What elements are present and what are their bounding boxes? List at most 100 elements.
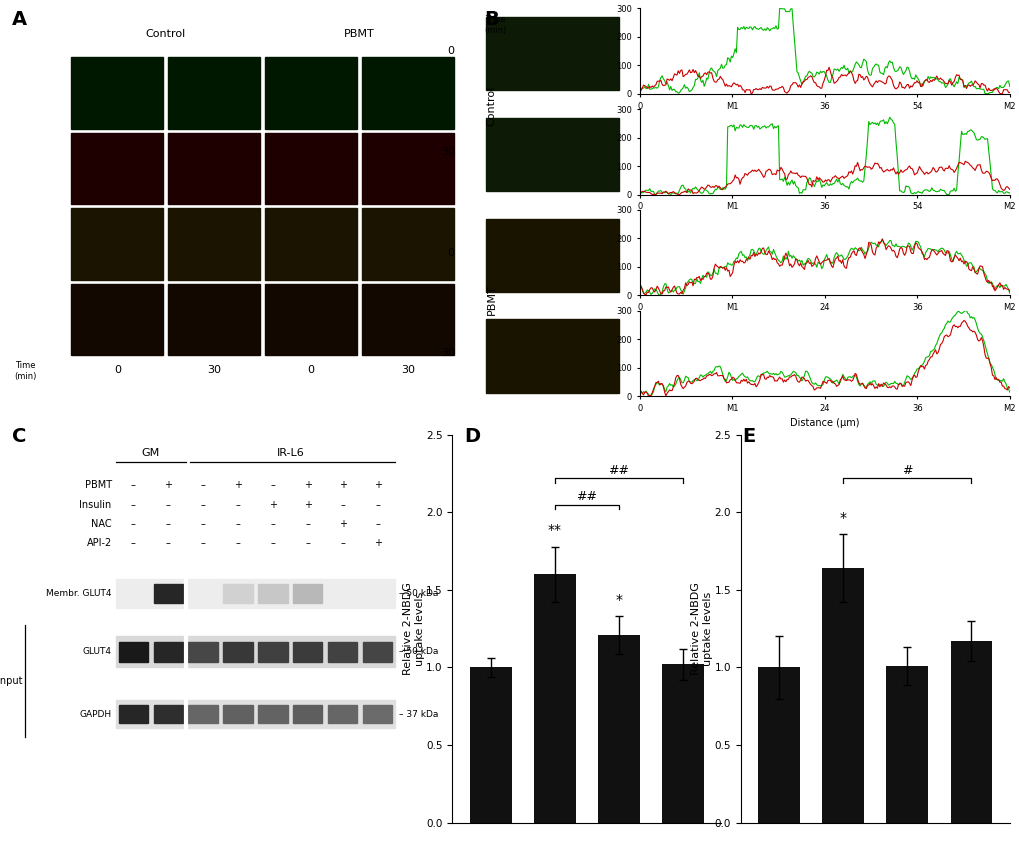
Text: PBMT: PBMT [85, 480, 112, 490]
Text: –: – [201, 538, 206, 549]
Bar [292, 584, 322, 604]
Bar [189, 642, 218, 662]
Bar [71, 284, 163, 355]
Text: GLUT4: GLUT4 [83, 648, 112, 656]
Text: –: – [201, 480, 206, 490]
Text: +: + [338, 519, 346, 529]
Text: 30: 30 [440, 349, 454, 359]
Bar [258, 584, 287, 604]
Bar [115, 637, 395, 667]
Text: 30: 30 [400, 365, 415, 375]
Bar [154, 584, 182, 604]
Bar [292, 642, 322, 662]
Bar [363, 642, 392, 662]
Text: +: + [164, 480, 172, 490]
Text: –: – [130, 519, 136, 529]
Text: Insulin: Insulin [79, 499, 112, 510]
Bar [486, 17, 619, 91]
Text: –: – [201, 499, 206, 510]
Text: –: – [375, 499, 380, 510]
Bar [115, 579, 395, 608]
Text: GFP-GLUT4: GFP-GLUT4 [51, 70, 60, 116]
Bar [362, 284, 453, 355]
Text: Membr. GLUT4: Membr. GLUT4 [46, 589, 112, 599]
Bar [597, 635, 639, 823]
Bar [534, 574, 575, 823]
Text: +: + [233, 480, 242, 490]
Text: +: + [338, 480, 346, 490]
Text: 0: 0 [308, 365, 314, 375]
Text: C: C [12, 427, 26, 445]
Text: Overlay: Overlay [51, 227, 60, 260]
Text: IR-L6: IR-L6 [276, 448, 304, 458]
Text: 0: 0 [114, 365, 120, 375]
Bar [168, 57, 260, 129]
Text: –: – [166, 499, 170, 510]
Text: –: – [235, 519, 240, 529]
Text: *: * [614, 593, 622, 607]
Text: 30: 30 [207, 365, 221, 375]
Text: ##: ## [608, 464, 629, 477]
Bar [168, 208, 260, 280]
Text: +: + [269, 499, 277, 510]
Bar [821, 568, 863, 823]
Bar [950, 641, 991, 823]
Bar [328, 706, 357, 722]
Text: A: A [12, 10, 28, 29]
Text: –: – [305, 538, 310, 549]
Text: D: D [464, 427, 480, 445]
X-axis label: Distance (μm): Distance (μm) [790, 418, 859, 428]
Text: **: ** [547, 523, 561, 538]
Bar [154, 642, 182, 662]
Bar [661, 664, 703, 823]
Text: –: – [130, 538, 136, 549]
Bar [265, 57, 357, 129]
Text: –: – [166, 538, 170, 549]
Y-axis label: Relative 2-NBDG
uptake levels: Relative 2-NBDG uptake levels [403, 583, 424, 675]
Bar [363, 706, 392, 722]
Text: Input: Input [0, 676, 22, 686]
Text: –: – [340, 538, 344, 549]
Bar [486, 219, 619, 292]
Bar [265, 132, 357, 204]
Text: Time
(min): Time (min) [484, 15, 506, 35]
Text: –: – [270, 519, 275, 529]
Text: – 50 kDa: – 50 kDa [398, 648, 438, 656]
Text: Control: Control [146, 30, 185, 40]
Text: E: E [742, 427, 755, 445]
Bar [118, 642, 148, 662]
Text: *: * [839, 510, 846, 525]
Text: –: – [130, 480, 136, 490]
Text: B: B [484, 10, 498, 29]
Bar [258, 706, 287, 722]
Bar [71, 57, 163, 129]
Bar [168, 284, 260, 355]
Bar [486, 118, 619, 191]
Bar [223, 642, 253, 662]
Bar [265, 284, 357, 355]
Text: +: + [304, 499, 312, 510]
Y-axis label: Relative 2-NBDG
uptake levels: Relative 2-NBDG uptake levels [691, 583, 712, 675]
Bar [328, 642, 357, 662]
Bar [168, 132, 260, 204]
Bar [362, 57, 453, 129]
Text: 30: 30 [440, 147, 454, 157]
Bar [71, 132, 163, 204]
Text: 0: 0 [447, 248, 454, 258]
Text: –: – [166, 519, 170, 529]
Text: NAC: NAC [91, 519, 112, 529]
Bar [265, 208, 357, 280]
Text: 0: 0 [447, 46, 454, 56]
Bar [362, 208, 453, 280]
Bar [223, 584, 253, 604]
Bar [118, 706, 148, 722]
Text: –: – [130, 499, 136, 510]
Text: Time
(min): Time (min) [14, 361, 37, 381]
Bar [223, 706, 253, 722]
Text: API-2: API-2 [87, 538, 112, 549]
Text: #: # [901, 464, 912, 477]
Bar [115, 700, 395, 728]
Bar [292, 706, 322, 722]
Text: –: – [235, 538, 240, 549]
Text: ##: ## [576, 490, 597, 503]
